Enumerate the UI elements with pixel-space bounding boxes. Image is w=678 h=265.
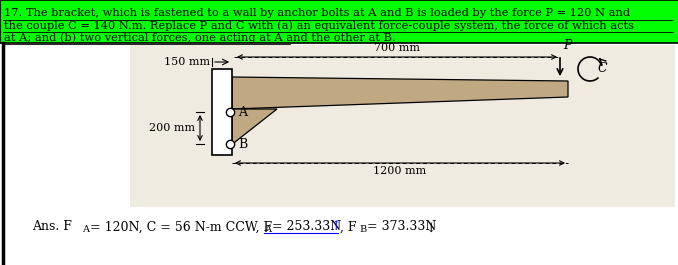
Text: , F: , F <box>340 220 357 233</box>
Text: Ans. F: Ans. F <box>32 220 72 233</box>
Bar <box>130 45 675 207</box>
Text: 700 mm: 700 mm <box>374 43 420 53</box>
Text: A: A <box>82 225 89 234</box>
Bar <box>0 0 678 43</box>
Bar <box>212 69 232 155</box>
Text: at A; and (b) two vertical forces, one acting at A and the other at B.: at A; and (b) two vertical forces, one a… <box>4 32 396 43</box>
Polygon shape <box>232 109 235 144</box>
Text: ↑: ↑ <box>330 219 340 232</box>
Text: 1200 mm: 1200 mm <box>374 166 426 176</box>
Text: A: A <box>264 225 271 234</box>
Text: B: B <box>238 138 247 151</box>
Text: P: P <box>563 39 572 52</box>
Text: the couple C = 140 N.m. Replace P and C with (a) an equivalent force-couple syst: the couple C = 140 N.m. Replace P and C … <box>4 20 634 30</box>
Text: 17. The bracket, which is fastened to a wall by anchor bolts at A and B is loade: 17. The bracket, which is fastened to a … <box>4 8 630 18</box>
Text: 200 mm: 200 mm <box>149 123 195 133</box>
Text: 150 mm: 150 mm <box>164 57 210 67</box>
Text: ↓: ↓ <box>425 222 435 235</box>
Text: C: C <box>598 61 607 74</box>
Text: = 373.33N: = 373.33N <box>367 220 437 233</box>
Text: = 120N, C = 56 N-m CCW, F: = 120N, C = 56 N-m CCW, F <box>90 220 272 233</box>
Polygon shape <box>232 109 277 144</box>
Text: B: B <box>359 225 366 234</box>
Text: = 253.33N: = 253.33N <box>272 220 341 233</box>
Text: A: A <box>238 105 247 118</box>
Polygon shape <box>232 77 568 109</box>
